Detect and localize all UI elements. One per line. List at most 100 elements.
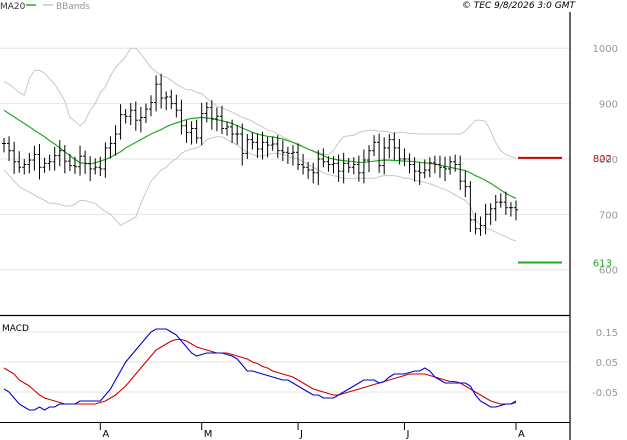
price-bar — [296, 143, 301, 171]
price-bar — [443, 156, 448, 182]
price-tick-label: 900 — [599, 100, 618, 111]
price-overlays — [3, 47, 517, 242]
price-axis: 1000 900 800 700 600 — [593, 44, 618, 276]
price-bar — [412, 157, 417, 182]
price-bar — [12, 141, 17, 174]
price-bar — [514, 200, 518, 221]
chart-legend: MA20 BBands — [0, 2, 90, 12]
price-bar — [402, 148, 407, 167]
price-bar — [189, 121, 194, 145]
price-bar — [341, 152, 346, 184]
price-bar — [47, 154, 52, 171]
ma20-legend-label: MA20 — [0, 2, 26, 12]
price-bar — [199, 103, 204, 146]
price-bar — [366, 145, 371, 173]
price-bar — [204, 101, 209, 123]
price-bar — [427, 157, 432, 178]
price-bar — [72, 156, 77, 174]
ma20-line — [3, 109, 517, 199]
price-bar — [508, 202, 513, 217]
price-bar — [225, 121, 230, 136]
price-levels: 802 613 — [518, 154, 612, 270]
price-bar — [311, 162, 316, 184]
price-bar — [260, 131, 265, 160]
price-bar — [488, 203, 493, 225]
price-bar — [159, 73, 164, 109]
price-bar — [235, 125, 240, 145]
price-bar — [361, 149, 366, 184]
price-bar — [17, 151, 22, 173]
price-bar — [52, 146, 57, 171]
price-bar — [118, 104, 123, 140]
price-bar — [306, 161, 311, 179]
price-bar — [387, 134, 392, 159]
price-bar — [138, 106, 143, 133]
month-tick-label: A — [102, 429, 109, 440]
price-bar — [336, 154, 341, 182]
price-bar — [483, 203, 488, 235]
price-bar — [209, 100, 214, 130]
bbands-upper-line — [3, 47, 517, 159]
price-bar — [270, 136, 275, 151]
price-bar — [265, 136, 270, 158]
price-bar — [331, 156, 336, 174]
price-bar — [407, 153, 412, 174]
price-bar — [250, 132, 255, 150]
price-bar — [458, 155, 463, 190]
price-bar — [437, 155, 442, 178]
price-bar — [184, 120, 189, 143]
price-bar — [32, 145, 37, 171]
price-bars — [2, 73, 518, 236]
price-tick-label: 600 — [599, 266, 618, 277]
price-bar — [169, 89, 174, 110]
price-bar — [154, 75, 159, 112]
price-bar — [214, 107, 219, 132]
price-bar — [123, 109, 128, 124]
price-bar — [57, 140, 62, 167]
price-bar — [285, 146, 290, 164]
price-bar — [392, 132, 397, 161]
price-bar — [78, 145, 83, 176]
price-bar — [346, 157, 351, 173]
price-bar — [7, 136, 12, 162]
price-bar — [356, 155, 361, 182]
price-bar — [174, 94, 179, 118]
price-bar — [113, 125, 118, 156]
price-bar — [22, 158, 27, 175]
price-bar — [240, 123, 245, 166]
price-bar — [219, 105, 224, 135]
price-bar — [316, 150, 321, 185]
price-bar — [128, 103, 133, 126]
price-bar — [275, 135, 280, 158]
price-bar — [98, 156, 103, 177]
price-bar — [280, 140, 285, 162]
price-bar — [463, 170, 468, 198]
price-bar — [83, 150, 88, 174]
price-bar — [503, 191, 508, 215]
month-tick-label: J — [299, 429, 303, 440]
price-bar — [473, 212, 478, 235]
price-bar — [301, 153, 306, 175]
macd-tick-label: 0.15 — [596, 328, 618, 339]
macd-grid — [0, 331, 570, 393]
macd-tick-label: 0.05 — [596, 358, 618, 369]
price-bar — [194, 119, 199, 144]
price-bar — [37, 144, 42, 180]
price-bar — [103, 142, 108, 178]
price-bar — [149, 95, 154, 117]
macd-panel-title: MACD — [2, 324, 29, 334]
price-bar — [448, 156, 453, 175]
price-bar — [377, 133, 382, 173]
price-bar — [245, 134, 250, 159]
price-bar — [255, 133, 260, 158]
price-bar — [2, 137, 6, 153]
price-bar — [498, 193, 503, 208]
price-bar — [321, 148, 326, 168]
macd-axis: 0.15 0.05 -0.05 — [592, 328, 618, 399]
copyright-text: © TEC 9/8/2026 3:0 GMT — [462, 1, 577, 11]
price-bar — [422, 159, 427, 179]
price-bar — [417, 162, 422, 185]
price-tick-label: 700 — [599, 210, 618, 221]
price-bar — [27, 152, 32, 174]
